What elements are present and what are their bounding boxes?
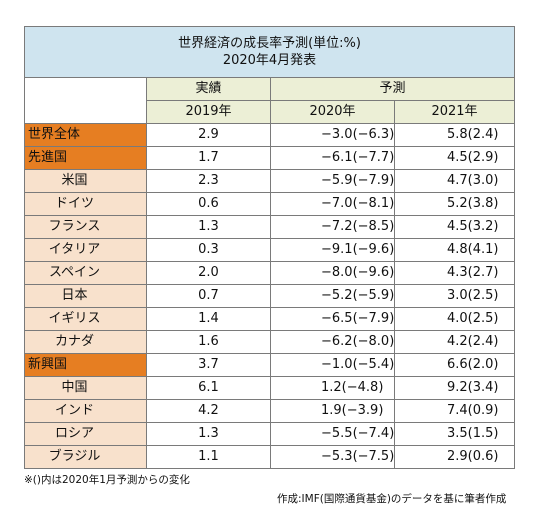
footnote: ※()内は2020年1月予測からの変化 xyxy=(24,474,190,486)
value-2019: 1.7 xyxy=(146,146,271,170)
country-label: 中国 xyxy=(24,376,147,400)
table-row: 米国 2.3 −5.9(−7.9) 4.7(3.0) xyxy=(24,169,516,193)
value-2019: 2.0 xyxy=(146,261,271,285)
region-label: 新興国 xyxy=(24,353,147,377)
growth-forecast-table: 世界経済の成長率予測(単位:%) 2020年4月発表 実績 予測 2019年 2… xyxy=(23,26,516,469)
table-row: 世界全体 2.9 −3.0(−6.3) 5.8(2.4) xyxy=(24,123,516,147)
country-label: ブラジル xyxy=(24,445,147,469)
table-title: 世界経済の成長率予測(単位:%) 2020年4月発表 xyxy=(23,26,516,78)
value-2021: 4.5(3.2) xyxy=(393,215,516,239)
value-2020: −8.0(−9.6) xyxy=(270,261,395,285)
table-row: 中国 6.1 1.2(−4.8) 9.2(3.4) xyxy=(24,376,516,400)
value-2021: 2.9(0.6) xyxy=(393,445,516,469)
table-title-line2: 2020年4月発表 xyxy=(222,53,317,68)
value-2021: 5.8(2.4) xyxy=(393,123,516,147)
value-2021: 4.0(2.5) xyxy=(393,307,516,331)
value-2019: 0.6 xyxy=(146,192,271,216)
value-2021: 3.0(2.5) xyxy=(393,284,516,308)
table-title-line1: 世界経済の成長率予測(単位:%) xyxy=(178,36,361,51)
table-row: インド 4.2 1.9(−3.9) 7.4(0.9) xyxy=(24,399,516,423)
country-label: 米国 xyxy=(24,169,147,193)
table-row: 日本 0.7 −5.2(−5.9) 3.0(2.5) xyxy=(24,284,516,308)
region-label: 世界全体 xyxy=(24,123,147,147)
country-label: インド xyxy=(24,399,147,423)
country-label: フランス xyxy=(24,215,147,239)
value-2021: 6.6(2.0) xyxy=(393,353,516,377)
country-label: ドイツ xyxy=(24,192,147,216)
value-2019: 1.3 xyxy=(146,422,271,446)
title-row: 世界経済の成長率予測(単位:%) 2020年4月発表 xyxy=(23,26,516,78)
table-row: 先進国 1.7 −6.1(−7.7) 4.5(2.9) xyxy=(24,146,516,170)
value-2019: 3.7 xyxy=(146,353,271,377)
value-2019: 2.3 xyxy=(146,169,271,193)
value-2020: 1.9(−3.9) xyxy=(270,399,395,423)
value-2020: −6.2(−8.0) xyxy=(270,330,395,354)
value-2020: −9.1(−9.6) xyxy=(270,238,395,262)
header-forecast: 予測 xyxy=(269,77,516,101)
value-2019: 1.3 xyxy=(146,215,271,239)
country-label: ロシア xyxy=(24,422,147,446)
value-2019: 1.6 xyxy=(146,330,271,354)
value-2021: 4.3(2.7) xyxy=(393,261,516,285)
value-2019: 0.7 xyxy=(146,284,271,308)
value-2019: 1.4 xyxy=(146,307,271,331)
value-2020: −7.0(−8.1) xyxy=(270,192,395,216)
table-row: ブラジル 1.1 −5.3(−7.5) 2.9(0.6) xyxy=(24,445,516,469)
table-row: フランス 1.3 −7.2(−8.5) 4.5(3.2) xyxy=(24,215,516,239)
header-year-2019: 2019年 xyxy=(146,100,271,124)
value-2020: −1.0(−5.4) xyxy=(270,353,395,377)
value-2020: −5.5(−7.4) xyxy=(270,422,395,446)
header-row-2: 2019年 2020年 2021年 xyxy=(25,100,516,124)
value-2019: 1.1 xyxy=(146,445,271,469)
country-label: 日本 xyxy=(24,284,147,308)
table-row: 新興国 3.7 −1.0(−5.4) 6.6(2.0) xyxy=(24,353,516,377)
table-row: スペイン 2.0 −8.0(−9.6) 4.3(2.7) xyxy=(24,261,516,285)
value-2021: 4.2(2.4) xyxy=(393,330,516,354)
table-row: イタリア 0.3 −9.1(−9.6) 4.8(4.1) xyxy=(24,238,516,262)
country-label: イタリア xyxy=(24,238,147,262)
value-2020: −7.2(−8.5) xyxy=(270,215,395,239)
table-row: カナダ 1.6 −6.2(−8.0) 4.2(2.4) xyxy=(24,330,516,354)
value-2021: 4.5(2.9) xyxy=(393,146,516,170)
header-year-2021: 2021年 xyxy=(393,100,516,124)
value-2020: 1.2(−4.8) xyxy=(270,376,395,400)
source-note: 作成:IMF(国際通貨基金)のデータを基に筆者作成 xyxy=(277,493,507,505)
table-row: ロシア 1.3 −5.5(−7.4) 3.5(1.5) xyxy=(24,422,516,446)
value-2020: −3.0(−6.3) xyxy=(270,123,395,147)
growth-table-frame: 世界経済の成長率予測(単位:%) 2020年4月発表 実績 予測 2019年 2… xyxy=(23,26,516,469)
header-actual: 実績 xyxy=(146,77,271,101)
header-year-2020: 2020年 xyxy=(270,100,395,124)
table-row: イギリス 1.4 −6.5(−7.9) 4.0(2.5) xyxy=(24,307,516,331)
country-label: カナダ xyxy=(24,330,147,354)
header-blank-cell xyxy=(24,77,147,124)
value-2019: 2.9 xyxy=(146,123,271,147)
value-2020: −5.2(−5.9) xyxy=(270,284,395,308)
value-2021: 4.7(3.0) xyxy=(393,169,516,193)
value-2019: 0.3 xyxy=(146,238,271,262)
value-2020: −5.9(−7.9) xyxy=(270,169,395,193)
value-2021: 9.2(3.4) xyxy=(393,376,516,400)
value-2019: 4.2 xyxy=(146,399,271,423)
value-2020: −6.5(−7.9) xyxy=(270,307,395,331)
value-2021: 5.2(3.8) xyxy=(393,192,516,216)
region-label: 先進国 xyxy=(24,146,147,170)
value-2019: 6.1 xyxy=(146,376,271,400)
country-label: イギリス xyxy=(24,307,147,331)
value-2021: 7.4(0.9) xyxy=(393,399,516,423)
value-2021: 3.5(1.5) xyxy=(393,422,516,446)
value-2020: −5.3(−7.5) xyxy=(270,445,395,469)
table-row: ドイツ 0.6 −7.0(−8.1) 5.2(3.8) xyxy=(24,192,516,216)
value-2021: 4.8(4.1) xyxy=(393,238,516,262)
value-2020: −6.1(−7.7) xyxy=(270,146,395,170)
header-row-1: 実績 予測 xyxy=(24,77,516,124)
country-label: スペイン xyxy=(24,261,147,285)
